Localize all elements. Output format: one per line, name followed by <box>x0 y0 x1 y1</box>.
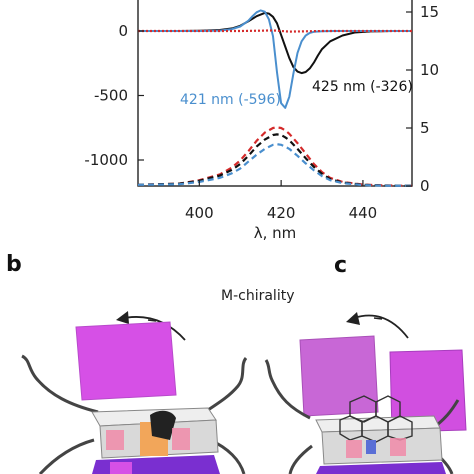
alkyl-chain-lower-left-c <box>288 444 313 474</box>
panel-b-illustration: b M-chirality <box>6 252 294 474</box>
y-tick-label: 0 <box>118 22 128 40</box>
alkyl-chain-left-c <box>264 359 311 420</box>
y-tick-label: -500 <box>94 87 128 105</box>
pink-tag-c2 <box>390 438 406 456</box>
pink-tag-c1 <box>346 440 362 458</box>
rotation-arrow-c-icon <box>346 312 409 339</box>
magenta-flap-right-c <box>389 349 467 433</box>
x-tick-label: 420 <box>267 204 296 222</box>
annotation-blue: 421 nm (-596) <box>180 92 281 108</box>
pink-tag-b1 <box>106 430 124 450</box>
pink-tag-b2 <box>172 428 190 450</box>
spectrum-chart: 400 420 440 0 -500 -1000 15 10 5 0 λ, nm 421 nm (… <box>84 0 439 242</box>
series-layer <box>137 9 413 187</box>
x-axis-label: λ, nm <box>254 224 297 242</box>
purple-base-c <box>316 462 446 474</box>
rotation-arrow-b-icon <box>116 311 186 341</box>
blue-tag-c <box>366 440 376 454</box>
ticks-layer: 400 420 440 0 -500 -1000 15 10 5 0 <box>84 3 439 222</box>
y-tick-label: -1000 <box>84 151 128 169</box>
alkyl-chain-lower-left <box>38 438 95 474</box>
series-line-4 <box>137 133 413 187</box>
x-tick-label: 400 <box>185 204 214 222</box>
alkyl-chain-left <box>21 354 99 414</box>
y2-tick-label: 0 <box>420 177 430 195</box>
panel-c-illustration: c <box>264 253 467 474</box>
y2-tick-label: 5 <box>420 119 430 137</box>
y2-tick-label: 10 <box>420 61 439 79</box>
magenta-flap-left-c <box>299 335 379 417</box>
y2-tick-label: 15 <box>420 3 439 21</box>
annotation-black: 425 nm (-326) <box>312 79 413 95</box>
magenta-flap-top <box>75 321 177 401</box>
magenta-base-tag-b <box>110 462 132 474</box>
alkyl-chain-right <box>195 357 248 420</box>
series-line-3 <box>137 126 413 187</box>
series-line-2 <box>138 29 412 33</box>
series-line-0 <box>138 11 412 75</box>
panel-b-label: b <box>6 252 22 277</box>
x-tick-label: 440 <box>349 204 378 222</box>
wireframe-guest-c <box>339 395 413 443</box>
panel-c-label: c <box>334 253 347 278</box>
plot-frame <box>137 0 413 187</box>
chirality-label: M-chirality <box>221 288 294 304</box>
porphyrin-core-b <box>150 410 176 440</box>
series-line-5 <box>137 143 413 187</box>
